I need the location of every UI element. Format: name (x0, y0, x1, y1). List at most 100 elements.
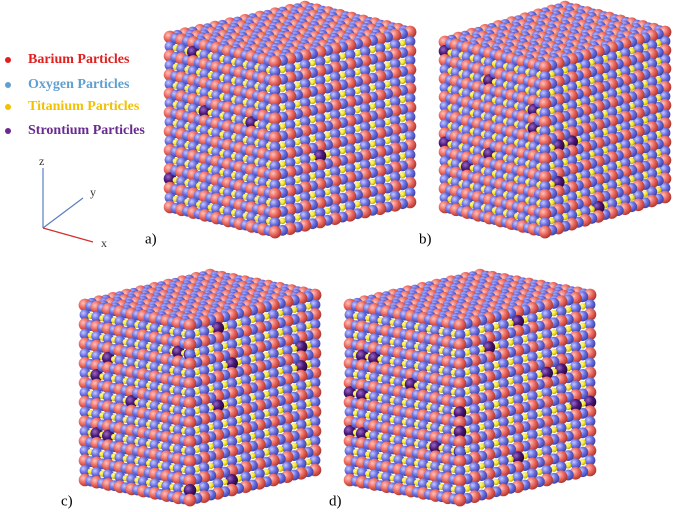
particle (267, 309, 279, 321)
particle (536, 352, 543, 359)
particle (198, 462, 210, 473)
particle (137, 378, 149, 390)
particle (389, 190, 401, 202)
particle (149, 361, 161, 373)
particle (126, 337, 138, 349)
particle (246, 98, 258, 110)
particle (579, 361, 586, 368)
particle (389, 114, 401, 126)
particle (324, 169, 331, 177)
particle (442, 404, 454, 416)
particle (284, 62, 296, 74)
particle (359, 121, 371, 133)
particle (659, 164, 671, 175)
particle (442, 346, 454, 358)
particle (405, 339, 417, 351)
particle (374, 174, 386, 186)
particle (344, 68, 356, 80)
particle (469, 403, 480, 415)
particle (329, 109, 341, 121)
particle (469, 364, 480, 376)
particle (172, 482, 184, 494)
particle (555, 383, 567, 395)
particle (399, 172, 406, 179)
particle (137, 417, 149, 429)
particle (483, 361, 495, 373)
particle (550, 329, 558, 336)
particle (393, 396, 405, 407)
particle (324, 56, 331, 63)
particle (267, 406, 279, 418)
particle (492, 362, 500, 369)
particle (453, 338, 467, 351)
particle (339, 109, 346, 117)
particle (393, 357, 405, 368)
particle (211, 321, 225, 335)
particle (399, 134, 406, 141)
particle (592, 183, 604, 195)
particle (198, 481, 210, 493)
particle (284, 157, 296, 169)
particle (381, 393, 393, 405)
particle (268, 55, 282, 69)
particle (246, 154, 258, 166)
particle (329, 128, 341, 140)
particle (281, 306, 293, 317)
particle (309, 211, 316, 218)
particle (267, 464, 279, 476)
particle (281, 403, 293, 414)
particle (478, 443, 485, 450)
particle (483, 322, 495, 334)
particle (442, 443, 454, 455)
y-label: y (90, 185, 96, 199)
particle (354, 125, 361, 132)
particle (511, 451, 525, 464)
particle (226, 377, 238, 389)
particle (198, 442, 210, 454)
particle (102, 351, 115, 365)
particle (369, 122, 376, 129)
particle (550, 407, 558, 414)
particle (294, 82, 301, 89)
particle (393, 337, 405, 349)
particle (430, 344, 441, 356)
particle (356, 311, 368, 323)
particle (257, 195, 269, 207)
particle (356, 331, 368, 342)
particle (324, 113, 331, 120)
particle (619, 157, 631, 169)
particle (538, 152, 552, 165)
lattice-cube (78, 268, 322, 507)
particle (464, 485, 471, 492)
particle (404, 92, 416, 104)
particle (269, 217, 281, 229)
particle (161, 441, 173, 453)
particle (526, 409, 538, 421)
particle (417, 478, 429, 489)
particle (354, 144, 361, 151)
particle (240, 354, 252, 366)
particle (606, 124, 618, 136)
particle (632, 98, 644, 110)
particle (417, 458, 429, 470)
particle (294, 63, 301, 70)
particle (565, 403, 572, 411)
particle (246, 79, 258, 91)
particle (91, 311, 103, 323)
particle (381, 413, 393, 424)
particle (102, 313, 114, 325)
particle (102, 449, 114, 461)
particle (381, 452, 393, 463)
particle (526, 429, 538, 441)
particle (539, 217, 551, 229)
particle (536, 449, 543, 456)
particle (464, 349, 471, 356)
particle (309, 116, 316, 124)
particle (538, 225, 552, 239)
particle (539, 199, 551, 210)
particle (329, 166, 341, 177)
particle (79, 445, 91, 457)
particle (550, 446, 558, 453)
particle (299, 59, 311, 71)
particle (79, 426, 91, 437)
